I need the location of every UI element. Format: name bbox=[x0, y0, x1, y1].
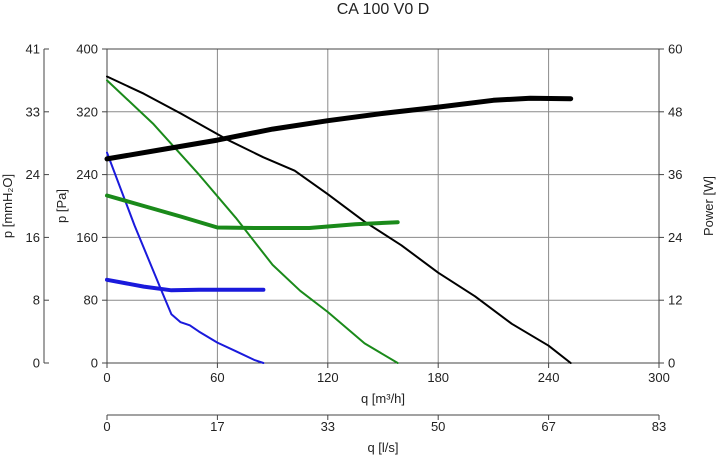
x2-tick-label: 33 bbox=[321, 419, 335, 434]
pressure-curve-0 bbox=[106, 75, 572, 364]
y-tick-label: 80 bbox=[84, 293, 98, 308]
y2-tick-label: 8 bbox=[33, 293, 40, 308]
power-curve-3 bbox=[104, 95, 574, 162]
y-axis-label: p [Pa] bbox=[54, 189, 69, 223]
y3-axis-label: Power [W] bbox=[701, 176, 716, 236]
y3-tick-label: 24 bbox=[668, 230, 682, 245]
mmh2o-axis: 0 8 16 24 33 41 bbox=[26, 42, 49, 371]
y3-tick-label: 12 bbox=[668, 293, 682, 308]
flow-m3h-axis: 0 60 120 180 240 300 bbox=[103, 363, 670, 385]
curves bbox=[104, 75, 574, 364]
pressure-curve-1 bbox=[106, 79, 399, 364]
y2-tick-label: 16 bbox=[26, 230, 40, 245]
pressure-axis: 0 80 160 240 320 400 bbox=[76, 42, 107, 371]
x-tick-label: 180 bbox=[427, 370, 449, 385]
x-axis-label: q [m³/h] bbox=[361, 391, 405, 406]
y3-tick-label: 48 bbox=[668, 104, 682, 119]
x2-tick-label: 0 bbox=[103, 419, 110, 434]
y3-tick-label: 60 bbox=[668, 42, 682, 57]
y2-axis-label: p [mmH₂O] bbox=[0, 174, 15, 238]
y-tick-label: 240 bbox=[76, 167, 98, 182]
grid bbox=[107, 49, 659, 363]
x-tick-label: 240 bbox=[538, 370, 560, 385]
plot-area-frame bbox=[106, 48, 660, 364]
x-tick-label: 0 bbox=[103, 370, 110, 385]
x2-tick-label: 83 bbox=[652, 419, 666, 434]
pressure-curve-2 bbox=[106, 151, 265, 364]
x-tick-label: 300 bbox=[648, 370, 670, 385]
y-tick-label: 320 bbox=[76, 104, 98, 119]
y3-tick-label: 0 bbox=[668, 356, 675, 371]
y2-tick-label: 24 bbox=[26, 167, 40, 182]
y-tick-label: 400 bbox=[76, 42, 98, 57]
x2-tick-label: 17 bbox=[210, 419, 224, 434]
y-tick-label: 0 bbox=[91, 356, 98, 371]
x2-tick-label: 67 bbox=[541, 419, 555, 434]
flow-ls-axis: 0 17 33 50 67 83 bbox=[103, 415, 666, 434]
y-tick-label: 160 bbox=[76, 230, 98, 245]
y3-tick-label: 36 bbox=[668, 167, 682, 182]
y2-tick-label: 0 bbox=[33, 356, 40, 371]
y2-tick-label: 41 bbox=[26, 42, 40, 57]
x2-axis-label: q [l/s] bbox=[367, 440, 398, 455]
power-axis: 0 12 24 36 48 60 bbox=[659, 42, 682, 371]
y2-tick-label: 33 bbox=[26, 104, 40, 119]
x2-tick-label: 50 bbox=[431, 419, 445, 434]
x-tick-label: 120 bbox=[317, 370, 339, 385]
x-tick-label: 60 bbox=[210, 370, 224, 385]
power-curve-4 bbox=[105, 193, 400, 230]
chart-title: CA 100 V0 D bbox=[337, 1, 430, 18]
power-curve-5 bbox=[105, 277, 266, 293]
